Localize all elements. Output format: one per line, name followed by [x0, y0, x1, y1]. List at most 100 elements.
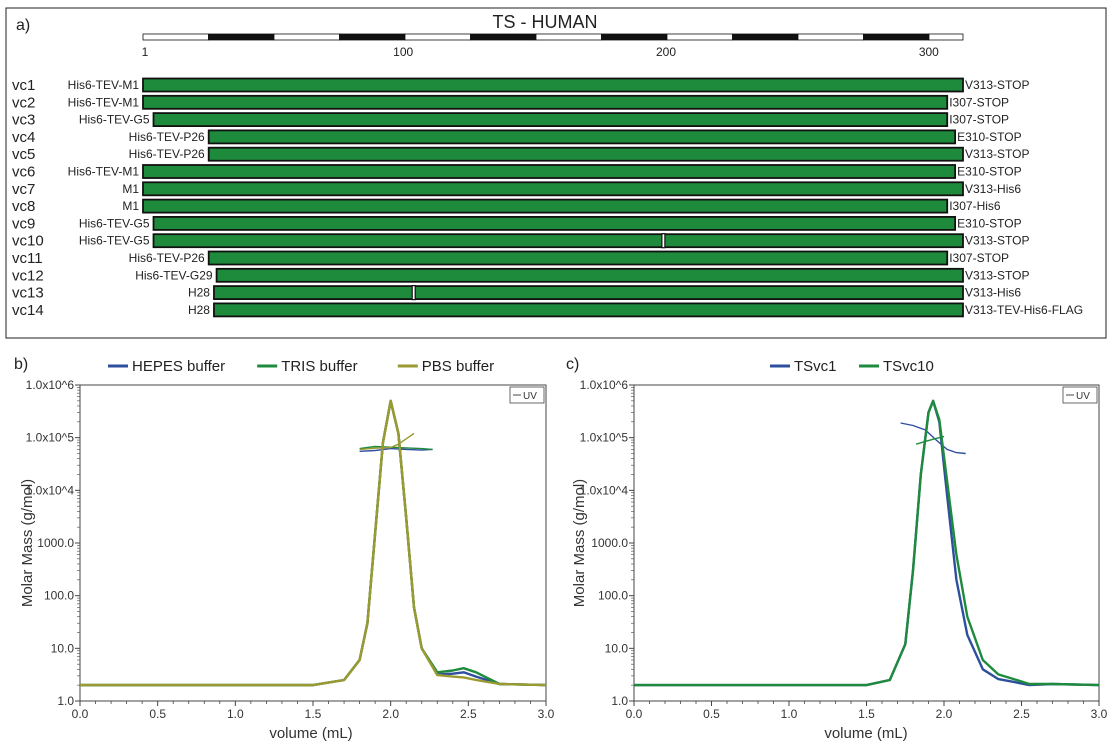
ruler-segment: [666, 33, 733, 41]
construct-name: vc7: [12, 181, 35, 198]
x-tick-label: 2.0: [936, 707, 953, 721]
y-tick-label: 100.0: [598, 589, 628, 603]
x-tick-label: 2.5: [1013, 707, 1030, 721]
construct-name: vc5: [12, 146, 35, 163]
series-line-1: [80, 399, 547, 687]
y-tick-label: 1.0x10^6: [580, 378, 629, 392]
x-tick-label: 0.5: [703, 707, 720, 721]
construct-end-label: I307-STOP: [949, 251, 1009, 265]
legend-entry: TSvc1: [794, 358, 837, 375]
y-tick-label: 1000.0: [591, 536, 628, 550]
construct-end-label: V313-His6: [965, 182, 1021, 196]
construct-bar: [207, 250, 949, 266]
ruler-segment: [863, 33, 930, 41]
panel-c-plot: 0.0 0.5 1.0 1.5 2.0 2.5 3.0 1.0 10.0 100.0 1000.0 1…: [580, 378, 1108, 721]
molar-mass-trace-0: [900, 422, 966, 455]
construct-end-label: I307-STOP: [949, 95, 1009, 109]
legend-entry: HEPES buffer: [132, 358, 225, 375]
construct-bar: [213, 285, 964, 301]
construct-end-label: V313-TEV-His6-FLAG: [965, 303, 1083, 317]
ruler-segment: [928, 33, 964, 41]
construct-name: vc2: [12, 94, 35, 111]
construct-end-label: V313-STOP: [965, 147, 1029, 161]
ruler-segment: [535, 33, 602, 41]
x-tick-label: 2.0: [382, 707, 399, 721]
x-tick-label: 0.5: [149, 707, 166, 721]
x-tick-label: 1.5: [858, 707, 875, 721]
ruler-segment: [470, 33, 537, 41]
construct-start-label: His6-TEV-G5: [79, 234, 150, 248]
construct-rows: vc1 His6-TEV-M1 V313-STOP vc2 His6-TEV-M1 I30…: [12, 77, 1083, 319]
construct-name: vc8: [12, 198, 35, 215]
construct-start-label: M1: [122, 182, 139, 196]
ruler-segment: [601, 33, 668, 41]
construct-end-label: E310-STOP: [957, 216, 1021, 230]
construct-start-label: H28: [188, 303, 210, 317]
x-tick-label: 2.5: [460, 707, 477, 721]
legend-entry: TRIS buffer: [281, 358, 357, 375]
construct-name: vc10: [12, 233, 44, 250]
construct-start-label: His6-TEV-M1: [68, 78, 140, 92]
uv-legend-box: [509, 386, 545, 404]
y-tick-label: 1.0x10^5: [580, 431, 629, 445]
construct-end-label: I307-STOP: [949, 113, 1009, 127]
construct-start-label: His6-TEV-G29: [135, 268, 213, 282]
legend-entry: PBS buffer: [422, 358, 494, 375]
construct-bar: [142, 77, 964, 93]
y-tick-label: 1.0: [57, 694, 74, 708]
construct-bar: [213, 302, 964, 318]
construct-bar: [142, 181, 964, 197]
construct-start-label: H28: [188, 286, 210, 300]
y-tick-label: 1000.0: [37, 536, 74, 550]
construct-bar: [142, 94, 949, 110]
ruler-segment: [142, 33, 209, 41]
construct-bar: [142, 198, 949, 214]
construct-name: vc9: [12, 215, 35, 232]
panel-a-title: TS - HUMAN: [493, 12, 598, 32]
series-line-1: [634, 399, 1100, 687]
panel-b-label: b): [14, 356, 28, 373]
construct-start-label: His6-TEV-P26: [129, 130, 205, 144]
panel-c-construct-chart: c) TSvc1 TSvc10 0.0 0.5 1.0 1.5 2.0 2.5 3.0 1.0 1…: [566, 356, 1108, 742]
x-tick-label: 1.0: [781, 707, 798, 721]
construct-end-label: I307-His6: [949, 199, 1001, 213]
construct-start-label: M1: [122, 199, 139, 213]
panel-c-label: c): [566, 356, 579, 373]
legend-entry: TSvc10: [883, 358, 934, 375]
construct-end-label: V313-STOP: [965, 268, 1029, 282]
y-tick-label: 1.0: [611, 694, 628, 708]
construct-name: vc3: [12, 112, 35, 129]
construct-bar: [152, 215, 957, 231]
plot-frame: [633, 384, 1100, 702]
construct-start-label: His6-TEV-M1: [68, 165, 140, 179]
panel-c-y-axis-title: Molar Mass (g/mol): [571, 479, 588, 607]
construct-name: vc13: [12, 285, 44, 302]
molar-mass-trace-1: [359, 445, 433, 451]
construct-bar: [152, 233, 964, 249]
panel-a-frame: [5, 7, 1107, 339]
uv-legend-label: UV: [1076, 391, 1090, 402]
panel-b-y-axis-title: Molar Mass (g/mol): [19, 479, 36, 607]
mutation-marker: [411, 285, 416, 301]
construct-bar: [207, 146, 964, 162]
panel-b-buffer-chart: b) HEPES buffer TRIS buffer PBS buffer 0.0…: [14, 356, 555, 742]
construct-name: vc1: [12, 77, 35, 94]
uv-legend-box: [1062, 386, 1098, 404]
molar-mass-trace-1: [915, 435, 945, 445]
x-tick-label: 1.0: [227, 707, 244, 721]
ruler-tick-label: 100: [393, 45, 413, 59]
x-tick-label: 0.0: [72, 707, 89, 721]
ruler-segment: [732, 33, 799, 41]
panel-b-plot: 0.0 0.5 1.0 1.5 2.0 2.5 3.0 1.0 10.0 100.0 1000.0 1…: [26, 378, 555, 721]
y-tick-label: 10.0: [605, 641, 629, 655]
construct-name: vc12: [12, 267, 44, 284]
construct-end-label: V313-His6: [965, 286, 1021, 300]
panel-b-legend: HEPES buffer TRIS buffer PBS buffer: [108, 358, 494, 375]
x-tick-label: 1.5: [305, 707, 322, 721]
y-tick-label: 1.0x10^4: [580, 483, 629, 497]
construct-start-label: His6-TEV-G5: [79, 113, 150, 127]
construct-bar: [142, 164, 957, 179]
y-tick-label: 1.0x10^4: [26, 483, 75, 497]
series-line-2: [80, 399, 547, 687]
